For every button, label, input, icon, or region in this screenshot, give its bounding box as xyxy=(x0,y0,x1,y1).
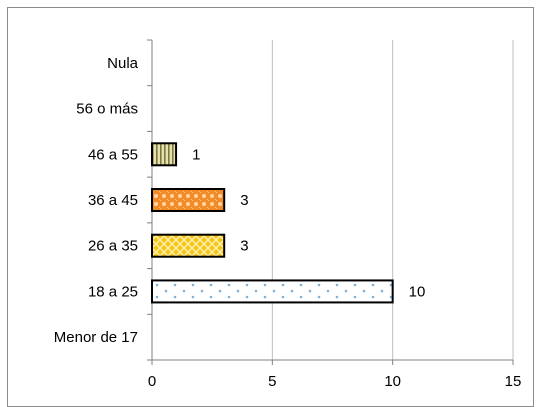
category-label-0: Menor de 17 xyxy=(54,329,138,346)
bar-36-a-45 xyxy=(151,188,226,212)
category-label-4: 46 a 55 xyxy=(88,146,138,163)
category-label-2: 26 a 35 xyxy=(88,238,138,255)
data-label-3: 3 xyxy=(240,192,248,209)
category-label-1: 18 a 25 xyxy=(88,283,138,300)
category-label-6: Nula xyxy=(107,55,139,72)
value-tick-label-0: 0 xyxy=(148,373,156,390)
labels: Menor de 17 18 a 25 26 a 35 36 a 45 46 a 55 5… xyxy=(54,55,522,390)
bar-26-a-35 xyxy=(151,233,226,258)
data-label-2: 3 xyxy=(240,238,248,255)
bar-46-a-55 xyxy=(151,142,178,167)
category-label-5: 56 o más xyxy=(76,101,138,118)
category-label-3: 36 a 45 xyxy=(88,192,138,209)
bars xyxy=(151,142,394,304)
gridlines xyxy=(271,40,514,360)
value-tick-label-1: 5 xyxy=(268,373,276,390)
chart-frame xyxy=(7,7,534,407)
data-label-1: 10 xyxy=(409,283,426,300)
bar-18-a-25 xyxy=(151,279,394,304)
data-label-4: 1 xyxy=(192,146,200,163)
value-tick-label-2: 10 xyxy=(384,373,401,390)
value-tick-label-3: 15 xyxy=(505,373,522,390)
